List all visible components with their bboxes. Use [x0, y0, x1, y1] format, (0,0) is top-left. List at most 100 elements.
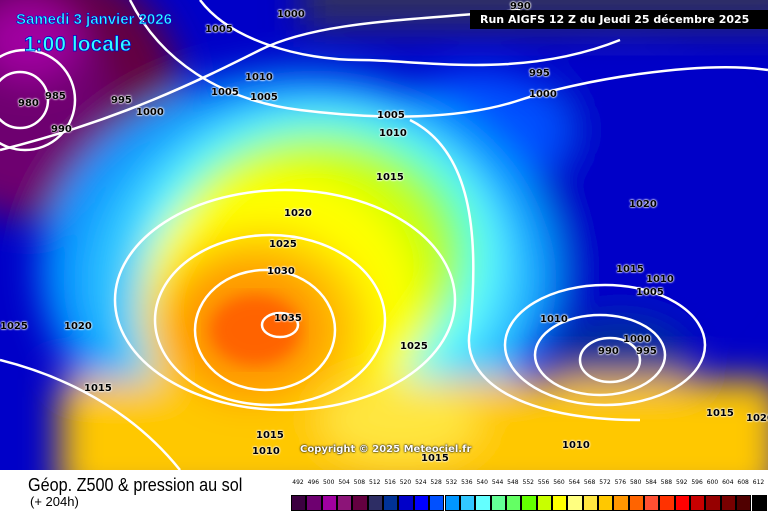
- scale-swatch: [536, 495, 552, 511]
- scale-tick-label: 540: [476, 479, 488, 486]
- scale-swatch: [613, 495, 629, 511]
- scale-swatch: [551, 495, 568, 511]
- scale-swatch: [720, 495, 737, 511]
- isobar-label: 995: [529, 68, 550, 79]
- scale-swatch: [429, 495, 445, 511]
- isobar-label: 1010: [646, 274, 674, 285]
- scale-tick-label: 568: [583, 479, 596, 486]
- forecast-time: 1:00 locale: [24, 33, 132, 57]
- scale-tick-label: 588: [660, 479, 673, 486]
- scale-tick-label: 612: [752, 479, 765, 486]
- scale-swatch: [705, 495, 721, 511]
- isobar-label: 980: [18, 98, 39, 109]
- scale-swatch: [751, 495, 767, 511]
- isobar-label: 1000: [529, 89, 557, 100]
- isobar-label: 1005: [377, 110, 405, 121]
- scale-tick-label: 556: [537, 479, 550, 486]
- isobar-label: 1035: [274, 313, 302, 324]
- scale-tick-label: 604: [722, 479, 734, 486]
- scale-swatch: [628, 495, 645, 511]
- isobar-label: 1015: [256, 430, 284, 441]
- scale-tick-label: 564: [568, 479, 581, 486]
- isobar-label: 1015: [421, 453, 449, 464]
- isobar-label: 1010: [562, 440, 590, 451]
- scale-swatch: [674, 495, 691, 511]
- scale-tick-label: 524: [415, 479, 427, 486]
- scale-swatch: [505, 495, 522, 511]
- isobar-label: 1030: [267, 266, 295, 277]
- scale-tick-label: 596: [691, 479, 703, 486]
- isobar-label: 990: [598, 346, 619, 357]
- scale-swatch: [490, 495, 506, 511]
- isobar-label: 1005: [211, 87, 239, 98]
- isobar-label: 1000: [623, 334, 651, 345]
- isobar-label: 1005: [205, 24, 233, 35]
- run-info: Run AIGFS 12 Z du Jeudi 25 décembre 2025: [470, 10, 768, 29]
- scale-tick-label: 508: [353, 479, 366, 486]
- isobar-label: 1010: [245, 72, 273, 83]
- scale-tick-label: 520: [399, 479, 412, 486]
- isobar-label: 1025: [269, 239, 297, 250]
- isobar-label: 1025: [0, 321, 28, 332]
- isobar-label: 1015: [376, 172, 404, 183]
- scale-tick-label: 584: [645, 479, 657, 486]
- scale-tick-label: 512: [369, 479, 381, 486]
- scale-swatch: [398, 495, 414, 511]
- isobar-label: 1010: [379, 128, 407, 139]
- isobar-label: 990: [510, 1, 531, 12]
- scale-tick-label: 580: [629, 479, 642, 486]
- scale-swatch: [367, 495, 384, 511]
- scale-tick-label: 576: [614, 479, 627, 486]
- isobar-label: 1010: [252, 446, 280, 457]
- scale-swatch: [291, 495, 307, 511]
- scale-swatch: [352, 495, 368, 511]
- legend-title: Géop. Z500 & pression au sol: [28, 475, 243, 495]
- isobar-label: 1015: [706, 408, 734, 419]
- scale-tick-label: 500: [322, 479, 335, 486]
- scale-tick-label: 528: [430, 479, 442, 486]
- scale-tick-label: 544: [491, 479, 504, 486]
- isobar-label: 1015: [616, 264, 644, 275]
- scale-swatch: [598, 495, 614, 511]
- legend: Géop. Z500 & pression au sol (+ 204h) 49…: [0, 470, 768, 512]
- scale-tick-label: 548: [507, 479, 519, 486]
- scale-swatch: [521, 495, 537, 511]
- scale-swatch: [690, 495, 706, 511]
- isobar-label: 1005: [250, 92, 278, 103]
- scale-swatch: [582, 495, 598, 511]
- isobar-label: 1025: [400, 341, 428, 352]
- geopotential-field: [0, 0, 768, 470]
- copyright: Copyright © 2025 Meteociel.fr: [300, 444, 472, 455]
- scale-tick-label: 504: [338, 479, 350, 486]
- scale-swatch: [444, 495, 460, 511]
- scale-swatch: [337, 495, 353, 511]
- scale-tick-label: 536: [461, 479, 473, 486]
- isobar-label: 1020: [629, 199, 657, 210]
- scale-tick-label: 572: [599, 479, 611, 486]
- scale-swatch: [567, 495, 583, 511]
- scale-swatch: [413, 495, 430, 511]
- scale-swatch: [459, 495, 476, 511]
- isobar-label: 985: [45, 91, 66, 102]
- scale-tick-label: 516: [384, 479, 396, 486]
- scale-tick-label: 492: [292, 479, 304, 486]
- isobar-label: 995: [636, 346, 657, 357]
- scale-swatch: [383, 495, 399, 511]
- scale-tick-label: 592: [676, 479, 688, 486]
- scale-tick-label: 600: [706, 479, 719, 486]
- isobar-label: 1000: [277, 9, 305, 20]
- scale-swatch: [659, 495, 675, 511]
- isobar-label: 1020: [64, 321, 92, 332]
- scale-tick-label: 496: [307, 479, 320, 486]
- scale-swatch: [644, 495, 660, 511]
- isobar-label: 1000: [136, 107, 164, 118]
- scale-swatch: [306, 495, 322, 511]
- scale-tick-label: 552: [522, 479, 534, 486]
- weather-map: Samedi 3 janvier 2026 1:00 locale Run AI…: [0, 0, 768, 470]
- scale-tick-label: 560: [553, 479, 565, 486]
- forecast-date: Samedi 3 janvier 2026: [16, 11, 173, 29]
- lead-time: (+ 204h): [30, 494, 79, 509]
- scale-swatch: [321, 495, 338, 511]
- isobar-label: 1020: [746, 413, 768, 424]
- scale-tick-label: 532: [445, 479, 458, 486]
